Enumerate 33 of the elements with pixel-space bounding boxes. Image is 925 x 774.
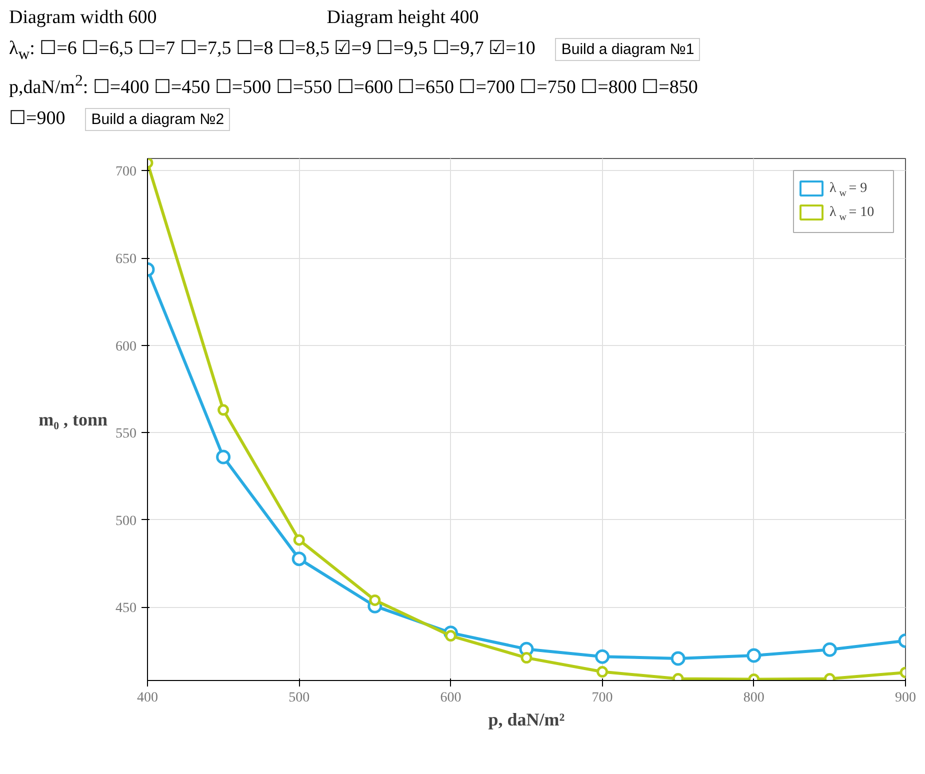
y-tick-label: 650	[116, 252, 136, 268]
text: Build a diagram №2	[85, 108, 230, 131]
text: p,daN/m$^{2}$: ☐=400 ☐=450 ☐=500 ☐=550 ☐=600 ☐=650 ☐=700 ☐=750 ☐=800 ☐=850	[9, 72, 698, 98]
x-tick-label: 500	[288, 690, 310, 706]
point	[293, 534, 305, 546]
x-tick-label: 600	[440, 690, 462, 706]
point	[218, 404, 230, 416]
x-tick-label: 400	[137, 690, 158, 706]
point	[670, 651, 686, 666]
x-tick-label: 700	[592, 690, 613, 706]
y-tick-label: 450	[116, 601, 136, 616]
text: λ$_{w}$: ☐=6 ☐=6,5 ☐=7 ☐=7,5 ☐=8 ☐=8,5 ☑=9 ☐=9,5 ☐=9,7 ☑=10	[9, 38, 536, 63]
y-tick-label: 700	[116, 164, 136, 180]
text: Build a diagram №1	[555, 38, 700, 61]
text: ☐=900	[9, 108, 66, 129]
point	[369, 594, 381, 606]
y-tick-label: 550	[116, 426, 136, 442]
x-tick-label: 800	[743, 690, 764, 706]
point	[596, 666, 608, 678]
y-tick-label: 500	[116, 514, 136, 529]
point	[595, 649, 610, 664]
text: Diagram height 400	[326, 7, 479, 28]
point	[746, 648, 762, 663]
point	[292, 552, 306, 566]
point	[444, 630, 456, 642]
x-axis-title: p, daN/m²	[488, 710, 565, 730]
point	[520, 652, 532, 664]
y-tick-label: 600	[116, 339, 136, 354]
point	[822, 642, 837, 657]
x-tick-label: 900	[895, 690, 916, 706]
y-axis-title: m₀ , tonn	[38, 410, 108, 430]
text: Diagram width 600	[9, 7, 157, 28]
point	[216, 450, 231, 464]
